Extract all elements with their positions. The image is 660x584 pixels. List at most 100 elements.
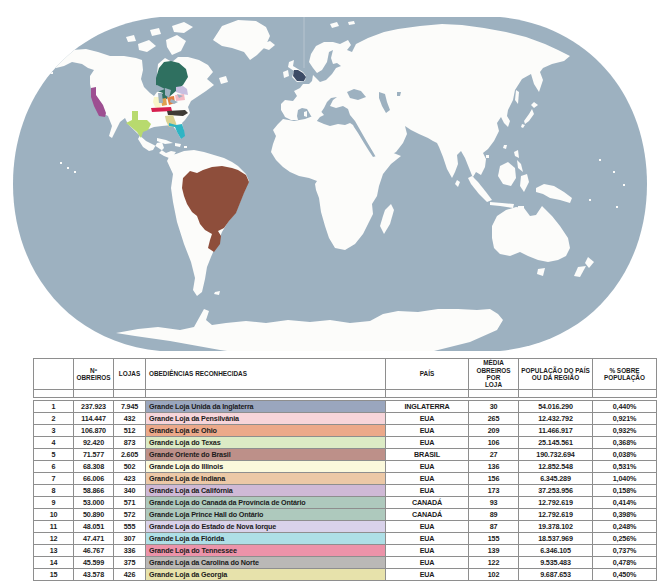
hawaii-3 [74,171,76,173]
cell-populacao: 37.253.956 [519,485,593,497]
cell-obreiros: 71.577 [74,449,114,461]
cell-populacao: 190.732.694 [519,449,593,461]
cell-pct: 0,248% [593,521,657,533]
cell-obediencia: Grande Loja Prince Hall do Ontário [146,509,386,521]
cell-populacao: 54.016.290 [519,401,593,413]
cell-media: 265 [469,413,519,425]
cell-lojas: 432 [114,413,146,425]
cell-pct: 0,038% [593,449,657,461]
table-row: 15 43.578 426 Grande Loja da Georgia EUA… [34,569,657,581]
table-row: 12 47.471 307 Grande Loja da Flórida EUA… [34,533,657,545]
cell-pais: CANADÁ [386,509,469,521]
cell-obediencia: Grande Loja de Indiana [146,473,386,485]
cell-obediencia: Grande Loja do Canadá da Província de On… [146,497,386,509]
cell-media: 122 [469,557,519,569]
cell-pais: EUA [386,533,469,545]
cell-pais: EUA [386,557,469,569]
cell-populacao: 6.346.105 [519,545,593,557]
table-row: 8 58.866 340 Grande Loja da Califórnia E… [34,485,657,497]
cell-lojas: 555 [114,521,146,533]
cell-pais: EUA [386,485,469,497]
puerto-rico [184,146,187,148]
cell-lojas: 423 [114,473,146,485]
cell-rank: 9 [34,497,74,509]
cell-obediencia: Grande Loja da Flórida [146,533,386,545]
cell-obreiros: 53.000 [74,497,114,509]
pacific-island-1 [599,159,601,161]
cell-pais: EUA [386,425,469,437]
cell-populacao: 12.432.792 [519,413,593,425]
cell-rank: 8 [34,485,74,497]
cell-lojas: 336 [114,545,146,557]
col-obediencias: OBEDIÊNCIAS RECONHECIDAS [146,359,386,390]
pacific-island-3 [623,184,625,186]
lodge-table-body: 1 237.923 7.945 Grande Loja Unida da Ing… [34,401,657,581]
cell-media: 156 [469,473,519,485]
cell-populacao: 9.687.653 [519,569,593,581]
col-lojas: LOJAS [114,359,146,390]
cell-populacao: 11.466.917 [519,425,593,437]
cell-lojas: 7.945 [114,401,146,413]
table-row: 10 50.890 572 Grande Loja Prince Hall do… [34,509,657,521]
cell-media: 136 [469,461,519,473]
cell-obreiros: 68.308 [74,461,114,473]
cell-pct: 0,450% [593,569,657,581]
hawaii-2 [67,167,69,169]
cell-rank: 11 [34,521,74,533]
cell-obediencia: Grande Loja da Pensilvânia [146,413,386,425]
cell-rank: 2 [34,413,74,425]
cell-media: 30 [469,401,519,413]
cell-pct: 0,440% [593,401,657,413]
cell-obreiros: 47.471 [74,533,114,545]
aleutian-1 [50,72,53,74]
cell-pct: 0,398% [593,509,657,521]
cell-pais: EUA [386,437,469,449]
cell-rank: 10 [34,509,74,521]
cell-lojas: 375 [114,557,146,569]
table-row: 3 106.870 512 Grande Loja de Ohio EUA 20… [34,425,657,437]
cell-obediencia: Grande Loja Unida da Inglaterra [146,401,386,413]
page: Nº OBREIROS LOJAS OBEDIÊNCIAS RECONHECID… [0,0,660,584]
cell-obreiros: 50.890 [74,509,114,521]
cell-media: 106 [469,437,519,449]
table-row: 2 114.447 432 Grande Loja da Pensilvânia… [34,413,657,425]
world-map [0,0,660,356]
table-row: 13 46.767 336 Grande Loja do Tennessee E… [34,545,657,557]
hainan [486,155,489,158]
cell-pct: 0,932% [593,425,657,437]
cell-pais: BRASIL [386,449,469,461]
cell-pais: CANADÁ [386,497,469,509]
cell-pais: INGLATERRA [386,401,469,413]
col-media: MÉDIA OBREIROS POR LOJA [469,359,519,390]
cell-pct: 0,256% [593,533,657,545]
cell-pct: 0,921% [593,413,657,425]
cell-media: 139 [469,545,519,557]
cell-pct: 0,478% [593,557,657,569]
cell-pct: 0,368% [593,437,657,449]
col-rank [34,359,74,390]
cell-rank: 4 [34,437,74,449]
cell-obreiros: 46.767 [74,545,114,557]
cell-populacao: 12.792.619 [519,509,593,521]
cell-media: 209 [469,425,519,437]
cell-lojas: 340 [114,485,146,497]
cell-pais: EUA [386,545,469,557]
cell-lojas: 571 [114,497,146,509]
cell-rank: 6 [34,461,74,473]
cell-media: 173 [469,485,519,497]
cell-obreiros: 58.866 [74,485,114,497]
cell-pct: 0,414% [593,497,657,509]
lodge-table-data: 1 237.923 7.945 Grande Loja Unida da Ing… [33,400,657,581]
cell-populacao: 12.792.619 [519,497,593,509]
hawaii-1 [60,162,62,164]
cell-pct: 0,158% [593,485,657,497]
cell-obediencia: Grande Loja de Ohio [146,425,386,437]
cell-lojas: 502 [114,461,146,473]
cell-rank: 5 [34,449,74,461]
cell-obediencia: Grande Loja do Illinois [146,461,386,473]
cell-lojas: 873 [114,437,146,449]
pacific-island-4 [616,206,618,208]
table-row: 9 53.000 571 Grande Loja do Canadá da Pr… [34,497,657,509]
cell-obreiros: 45.599 [74,557,114,569]
col-obreiros: Nº OBREIROS [74,359,114,390]
